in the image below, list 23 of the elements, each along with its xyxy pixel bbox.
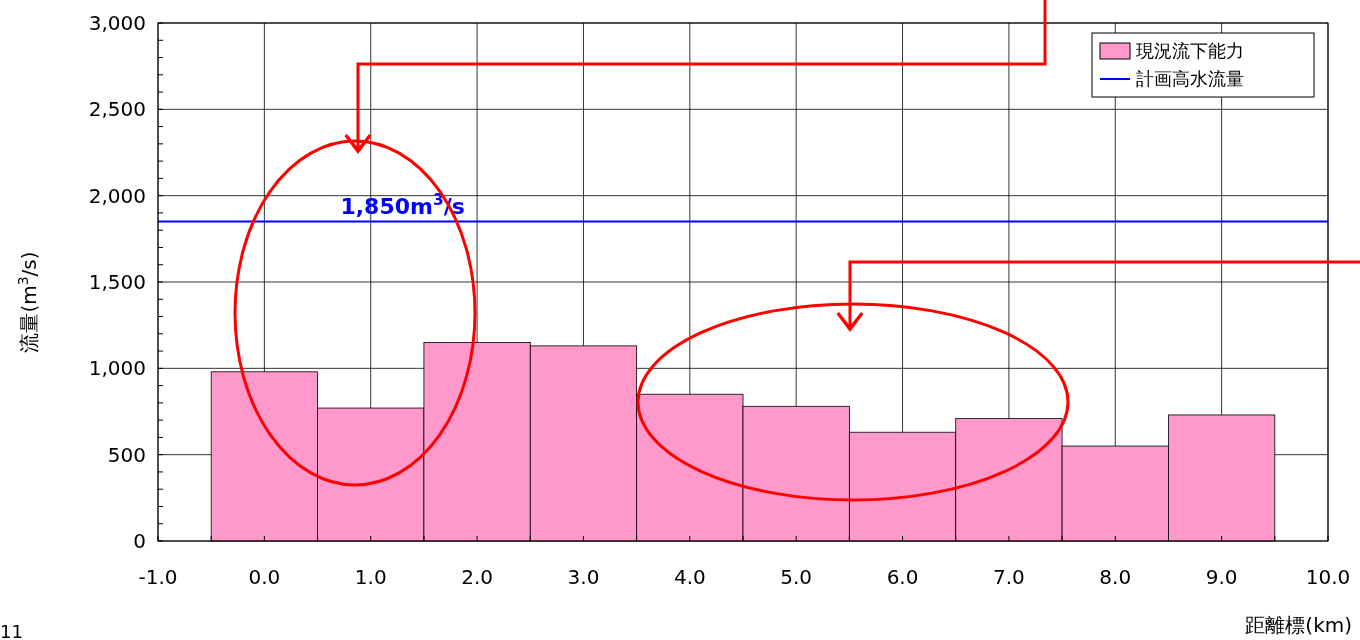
- x-tick-label: 5.0: [780, 565, 813, 589]
- legend-label: 現況流下能力: [1136, 40, 1244, 62]
- x-tick-label: 9.0: [1205, 565, 1238, 589]
- x-tick-label: 4.0: [673, 565, 706, 589]
- y-tick-label: 2,000: [88, 183, 146, 208]
- x-tick-label: 8.0: [1099, 565, 1132, 589]
- x-tick-label: 2.0: [461, 565, 493, 589]
- y-tick-label: 2,500: [88, 97, 146, 122]
- text: 11: [0, 621, 23, 640]
- y-tick-label: 1,500: [88, 270, 146, 294]
- y-tick-label: 0: [133, 529, 146, 553]
- x-tick-label: -1.0: [138, 565, 178, 589]
- y-tick-label: 1,000: [88, 356, 146, 381]
- x-tick-label: 1.0: [354, 565, 387, 589]
- x-tick-label: 10.0: [1305, 565, 1351, 589]
- x-tick-label: 3.0: [567, 565, 600, 589]
- x-tick-label: 6.0: [886, 565, 919, 589]
- x-axis-title: 距離標(km): [1245, 613, 1352, 637]
- x-tick-label: 7.0: [993, 565, 1025, 589]
- x-tick-label: 0.0: [248, 565, 281, 589]
- legend-label: 計画高水流量: [1136, 68, 1244, 90]
- y-tick-label: 3,000: [88, 11, 146, 35]
- y-tick-label: 500: [107, 442, 146, 467]
